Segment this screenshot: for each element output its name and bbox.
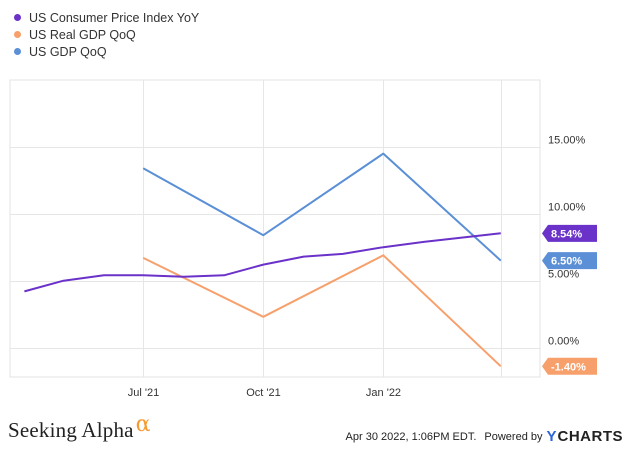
end-value-tag — [542, 357, 597, 375]
end-value-label: 6.50% — [551, 256, 582, 268]
legend-item-cpi: US Consumer Price Index YoY — [10, 9, 199, 26]
y-tick-label: 5.00% — [548, 269, 579, 281]
legend-swatch-real-gdp — [14, 31, 21, 38]
ycharts-logo-y: Y — [546, 428, 557, 445]
plot-area — [9, 79, 541, 378]
series-line-2 — [142, 152, 502, 262]
end-value-label: 8.54% — [551, 228, 582, 240]
x-tick-label: Oct '21 — [246, 387, 281, 399]
legend-item-gdp: US GDP QoQ — [10, 43, 199, 60]
ycharts-logo-text: CHARTS — [557, 428, 623, 445]
end-value-label: -1.40% — [551, 361, 586, 373]
series-line-1 — [142, 254, 502, 368]
chart-footer: Apr 30 2022, 1:06PM EDT. Powered by Y CHA… — [346, 428, 623, 445]
logo-text: Seeking Alpha — [8, 418, 134, 442]
chart-legend: US Consumer Price Index YoY US Real GDP … — [10, 9, 199, 60]
alpha-icon: α — [135, 412, 151, 437]
timestamp: Apr 30 2022, 1:06PM EDT. — [345, 430, 477, 443]
x-tick-label: Jul '21 — [128, 387, 159, 399]
legend-label-gdp: US GDP QoQ — [29, 44, 107, 59]
y-tick-label: 10.00% — [548, 202, 586, 214]
legend-swatch-cpi — [14, 14, 21, 21]
series-line-0 — [24, 232, 501, 293]
powered-by-text: Powered by — [484, 430, 543, 443]
legend-label-cpi: US Consumer Price Index YoY — [29, 10, 200, 25]
legend-item-real-gdp: US Real GDP QoQ — [10, 26, 199, 43]
y-tick-label: 15.00% — [548, 135, 586, 147]
y-tick-label: 0.00% — [548, 336, 579, 348]
seeking-alpha-logo: Seeking Alphaα — [8, 412, 151, 443]
end-value-tag — [542, 252, 597, 270]
legend-label-real-gdp: US Real GDP QoQ — [29, 27, 136, 42]
end-value-tag — [542, 224, 597, 242]
legend-swatch-gdp — [14, 48, 21, 55]
x-tick-label: Jan '22 — [366, 387, 401, 399]
